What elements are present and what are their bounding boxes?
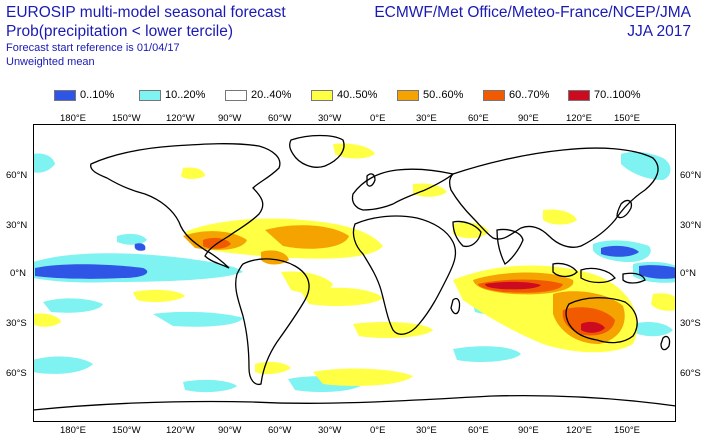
- map-canvas: [32, 124, 677, 422]
- legend-label-5: 60..70%: [509, 89, 550, 101]
- lat-left-2: 0°N: [10, 268, 26, 279]
- lat-right-0: 60°N: [680, 170, 702, 181]
- lon-top-2: 120°W: [166, 113, 195, 124]
- lon-bottom-2: 120°W: [166, 425, 195, 436]
- lon-bottom-0: 180°E: [60, 425, 86, 436]
- lon-top-9: 90°E: [518, 113, 539, 124]
- shading-dark-red: [485, 281, 605, 333]
- map-frame: [33, 124, 676, 422]
- legend-swatch-5: [483, 89, 505, 101]
- lon-top-7: 30°E: [416, 113, 437, 124]
- lon-top-4: 60°W: [268, 113, 292, 124]
- legend-label-0: 0..10%: [80, 89, 115, 101]
- legend-swatch-2: [225, 89, 247, 101]
- lat-left-3: 30°S: [6, 318, 27, 329]
- shading-dark-blue: [35, 243, 676, 279]
- lon-top-0: 180°E: [60, 113, 86, 124]
- weighting-note: Unweighted mean: [6, 56, 95, 68]
- lat-right-2: 0°N: [680, 268, 696, 279]
- lon-bottom-1: 150°W: [112, 425, 141, 436]
- season-label: JJA 2017: [627, 23, 691, 40]
- lon-bottom-7: 30°E: [416, 425, 437, 436]
- legend-label-1: 10..20%: [165, 89, 206, 101]
- legend-swatch-4: [397, 89, 419, 101]
- legend-label-6: 70..100%: [594, 89, 641, 101]
- centres-line: ECMWF/Met Office/Meteo-France/NCEP/JMA: [374, 4, 691, 21]
- legend-swatch-3: [311, 89, 333, 101]
- lat-left-0: 60°N: [6, 170, 28, 181]
- legend-item-5: 60..70%: [483, 88, 549, 102]
- forecast-reference: Forecast start reference is 01/04/17: [6, 42, 180, 54]
- legend-item-0: 0..10%: [54, 88, 114, 102]
- lon-bottom-4: 60°W: [268, 425, 292, 436]
- forecast-map: [32, 124, 677, 422]
- legend-swatch-0: [54, 89, 76, 101]
- legend-item-4: 50..60%: [397, 88, 463, 102]
- lon-top-8: 60°E: [468, 113, 489, 124]
- lon-bottom-5: 30°W: [318, 425, 342, 436]
- lon-bottom-3: 90°W: [218, 425, 242, 436]
- lon-top-10: 120°E: [566, 113, 592, 124]
- legend-item-3: 40..50%: [311, 88, 377, 102]
- lon-bottom-11: 150°E: [614, 425, 640, 436]
- lon-bottom-6: 0°E: [370, 425, 386, 436]
- lat-right-4: 60°S: [680, 368, 701, 379]
- title-line-1: EUROSIP multi-model seasonal forecast: [6, 4, 286, 21]
- lat-left-4: 60°S: [6, 368, 27, 379]
- legend-label-4: 50..60%: [423, 89, 464, 101]
- lon-top-3: 90°W: [218, 113, 242, 124]
- lon-bottom-8: 60°E: [468, 425, 489, 436]
- lon-top-6: 0°E: [370, 113, 386, 124]
- legend-item-6: 70..100%: [568, 88, 640, 102]
- coastlines: [32, 134, 677, 411]
- lon-top-5: 30°W: [318, 113, 342, 124]
- lon-top-11: 150°E: [614, 113, 640, 124]
- lat-left-1: 30°N: [6, 220, 28, 231]
- lat-right-1: 30°N: [680, 220, 702, 231]
- legend-swatch-1: [139, 89, 161, 101]
- lon-top-1: 150°W: [112, 113, 141, 124]
- legend-item-1: 10..20%: [139, 88, 205, 102]
- legend-label-3: 40..50%: [337, 89, 378, 101]
- lat-right-3: 30°S: [680, 318, 701, 329]
- lon-bottom-10: 120°E: [566, 425, 592, 436]
- legend-item-2: 20..40%: [225, 88, 291, 102]
- title-line-2: Prob(precipitation < lower tercile): [6, 23, 233, 40]
- legend-swatch-6: [568, 89, 590, 101]
- legend-label-2: 20..40%: [251, 89, 292, 101]
- lon-bottom-9: 90°E: [518, 425, 539, 436]
